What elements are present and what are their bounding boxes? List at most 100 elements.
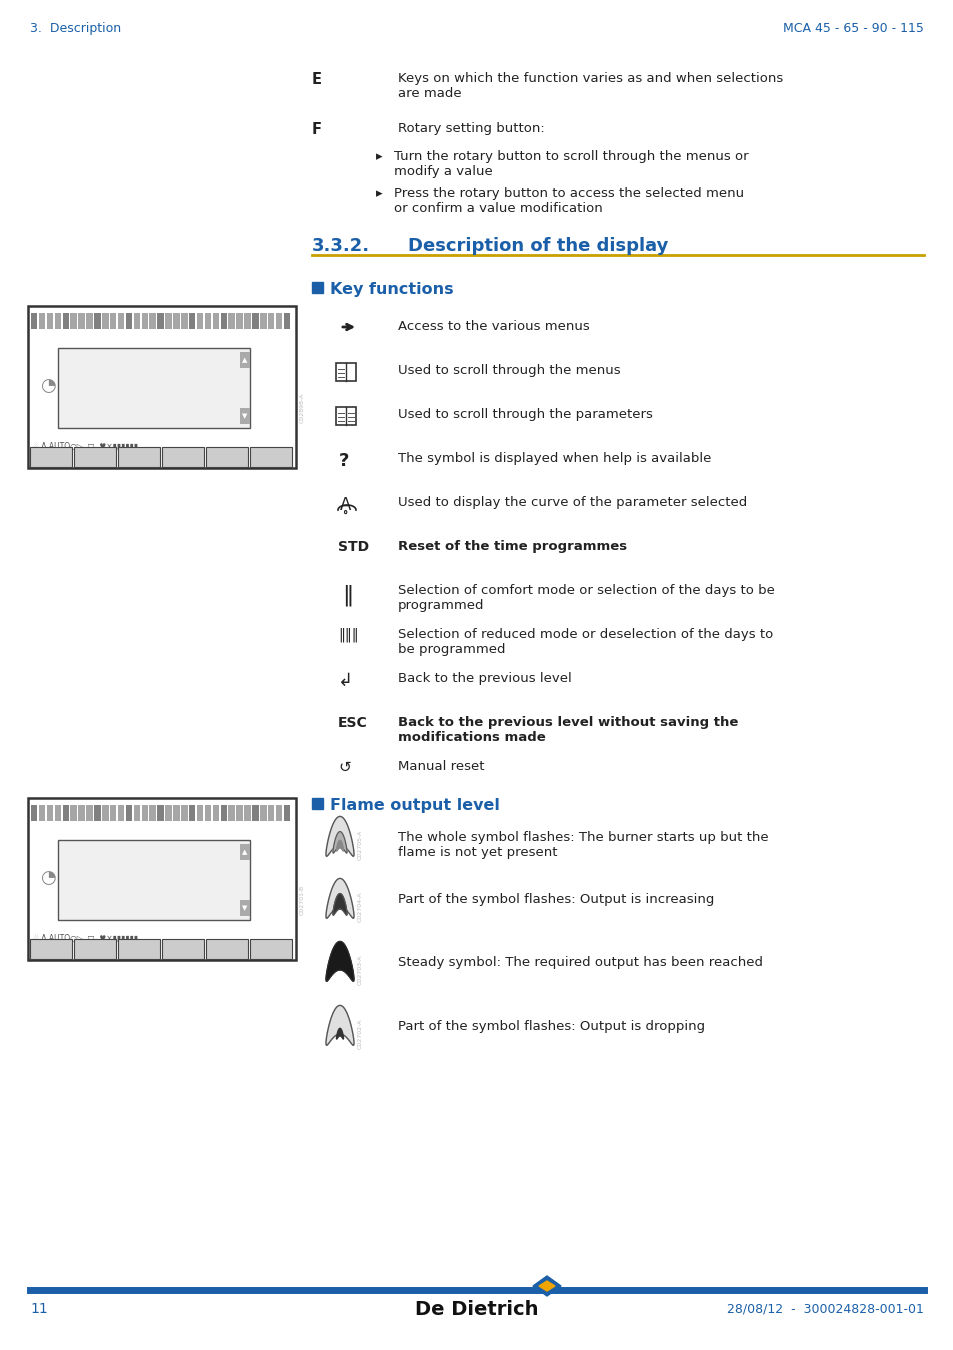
Bar <box>74 940 116 958</box>
Text: Back to the previous level: Back to the previous level <box>397 672 571 684</box>
Bar <box>252 313 258 329</box>
Text: 11: 11 <box>30 1301 48 1316</box>
Bar <box>220 313 227 329</box>
Bar <box>220 805 227 821</box>
Bar <box>30 447 71 467</box>
Text: Selection of comfort mode or selection of the days to be
programmed: Selection of comfort mode or selection o… <box>397 585 774 612</box>
Bar <box>118 447 160 467</box>
Text: Flame output level: Flame output level <box>330 798 499 813</box>
Bar <box>283 313 290 329</box>
Bar <box>141 313 148 329</box>
Bar <box>165 805 172 821</box>
Polygon shape <box>326 1006 354 1045</box>
Bar <box>206 447 248 467</box>
Bar <box>250 447 292 467</box>
Bar <box>94 805 101 821</box>
Text: Turn the rotary button to scroll through the menus or
modify a value: Turn the rotary button to scroll through… <box>394 150 748 178</box>
Bar <box>110 805 116 821</box>
Bar <box>118 313 124 329</box>
Text: ◔: ◔ <box>40 869 55 887</box>
Bar <box>141 805 148 821</box>
Bar <box>102 805 109 821</box>
Bar <box>30 805 37 821</box>
Text: Reset of the time programmes: Reset of the time programmes <box>397 540 626 553</box>
Bar <box>71 805 77 821</box>
Bar <box>335 406 355 425</box>
Bar <box>133 313 140 329</box>
Text: Part of the symbol flashes: Output is increasing: Part of the symbol flashes: Output is in… <box>397 892 714 906</box>
Bar <box>118 940 160 958</box>
Text: ESC: ESC <box>337 716 367 730</box>
Text: Rotary setting button:: Rotary setting button: <box>397 122 544 135</box>
Bar <box>126 805 132 821</box>
Text: The whole symbol flashes: The burner starts up but the
flame is not yet present: The whole symbol flashes: The burner sta… <box>397 832 768 859</box>
Text: STD: STD <box>337 540 369 553</box>
Polygon shape <box>538 1281 555 1291</box>
Text: ▲: ▲ <box>242 356 248 363</box>
Polygon shape <box>533 1276 560 1296</box>
Text: 3.3.2.: 3.3.2. <box>312 238 370 255</box>
Bar <box>110 313 116 329</box>
Bar <box>157 313 164 329</box>
Bar <box>133 805 140 821</box>
Polygon shape <box>333 894 347 915</box>
Bar <box>240 900 250 917</box>
Bar <box>181 313 188 329</box>
Bar <box>157 805 164 821</box>
Text: ☄ Δ AUTO○▷  □  ♥×▮▮▮▮▮▮: ☄ Δ AUTO○▷ □ ♥×▮▮▮▮▮▮ <box>32 934 138 944</box>
Bar <box>275 313 282 329</box>
Bar <box>71 313 77 329</box>
Text: Used to display the curve of the parameter selected: Used to display the curve of the paramet… <box>397 495 746 509</box>
Polygon shape <box>336 1029 343 1040</box>
Bar <box>39 313 46 329</box>
Bar <box>54 805 61 821</box>
Bar <box>173 313 179 329</box>
Bar <box>275 805 282 821</box>
Bar <box>102 313 109 329</box>
Polygon shape <box>326 817 354 856</box>
Bar <box>165 313 172 329</box>
Bar <box>39 805 46 821</box>
Bar <box>63 313 69 329</box>
Bar <box>244 805 251 821</box>
Text: F: F <box>312 122 322 136</box>
Bar <box>150 313 156 329</box>
Bar <box>47 805 53 821</box>
Text: ▲: ▲ <box>242 849 248 855</box>
Text: ◔: ◔ <box>40 377 55 396</box>
Text: Access to the various menus: Access to the various menus <box>397 320 589 333</box>
Text: The symbol is displayed when help is available: The symbol is displayed when help is ava… <box>397 452 711 464</box>
Text: Keys on which the function varies as and when selections
are made: Keys on which the function varies as and… <box>397 72 782 100</box>
Bar <box>162 447 204 467</box>
Bar <box>260 313 266 329</box>
Bar <box>229 805 234 821</box>
Text: 28/08/12  -  300024828-001-01: 28/08/12 - 300024828-001-01 <box>726 1301 923 1315</box>
Bar <box>58 348 250 428</box>
Bar <box>250 940 292 958</box>
Text: ‖: ‖ <box>341 585 353 606</box>
Polygon shape <box>333 832 347 853</box>
Text: 3.  Description: 3. Description <box>30 22 121 35</box>
Bar <box>58 840 250 919</box>
Bar <box>240 352 250 369</box>
Bar <box>260 805 266 821</box>
Bar <box>205 313 211 329</box>
Text: Press the rotary button to access the selected menu
or confirm a value modificat: Press the rotary button to access the se… <box>394 188 743 215</box>
Bar <box>240 844 250 860</box>
Polygon shape <box>326 941 354 981</box>
Bar <box>312 282 323 293</box>
Text: ↺: ↺ <box>337 760 351 775</box>
Bar <box>335 363 355 381</box>
Text: Used to scroll through the menus: Used to scroll through the menus <box>397 364 620 377</box>
Bar <box>28 306 295 468</box>
Bar <box>94 313 101 329</box>
Bar <box>205 805 211 821</box>
Bar <box>283 805 290 821</box>
Text: Key functions: Key functions <box>330 282 453 297</box>
Text: ↲: ↲ <box>337 672 353 690</box>
Text: ▸: ▸ <box>375 188 382 200</box>
Bar <box>196 805 203 821</box>
Text: ☄ Δ AUTO○▷  □  ♥×▮▮▮▮▮▮: ☄ Δ AUTO○▷ □ ♥×▮▮▮▮▮▮ <box>32 441 138 451</box>
Text: ▼: ▼ <box>242 904 248 911</box>
Text: Part of the symbol flashes: Output is dropping: Part of the symbol flashes: Output is dr… <box>397 1021 704 1033</box>
